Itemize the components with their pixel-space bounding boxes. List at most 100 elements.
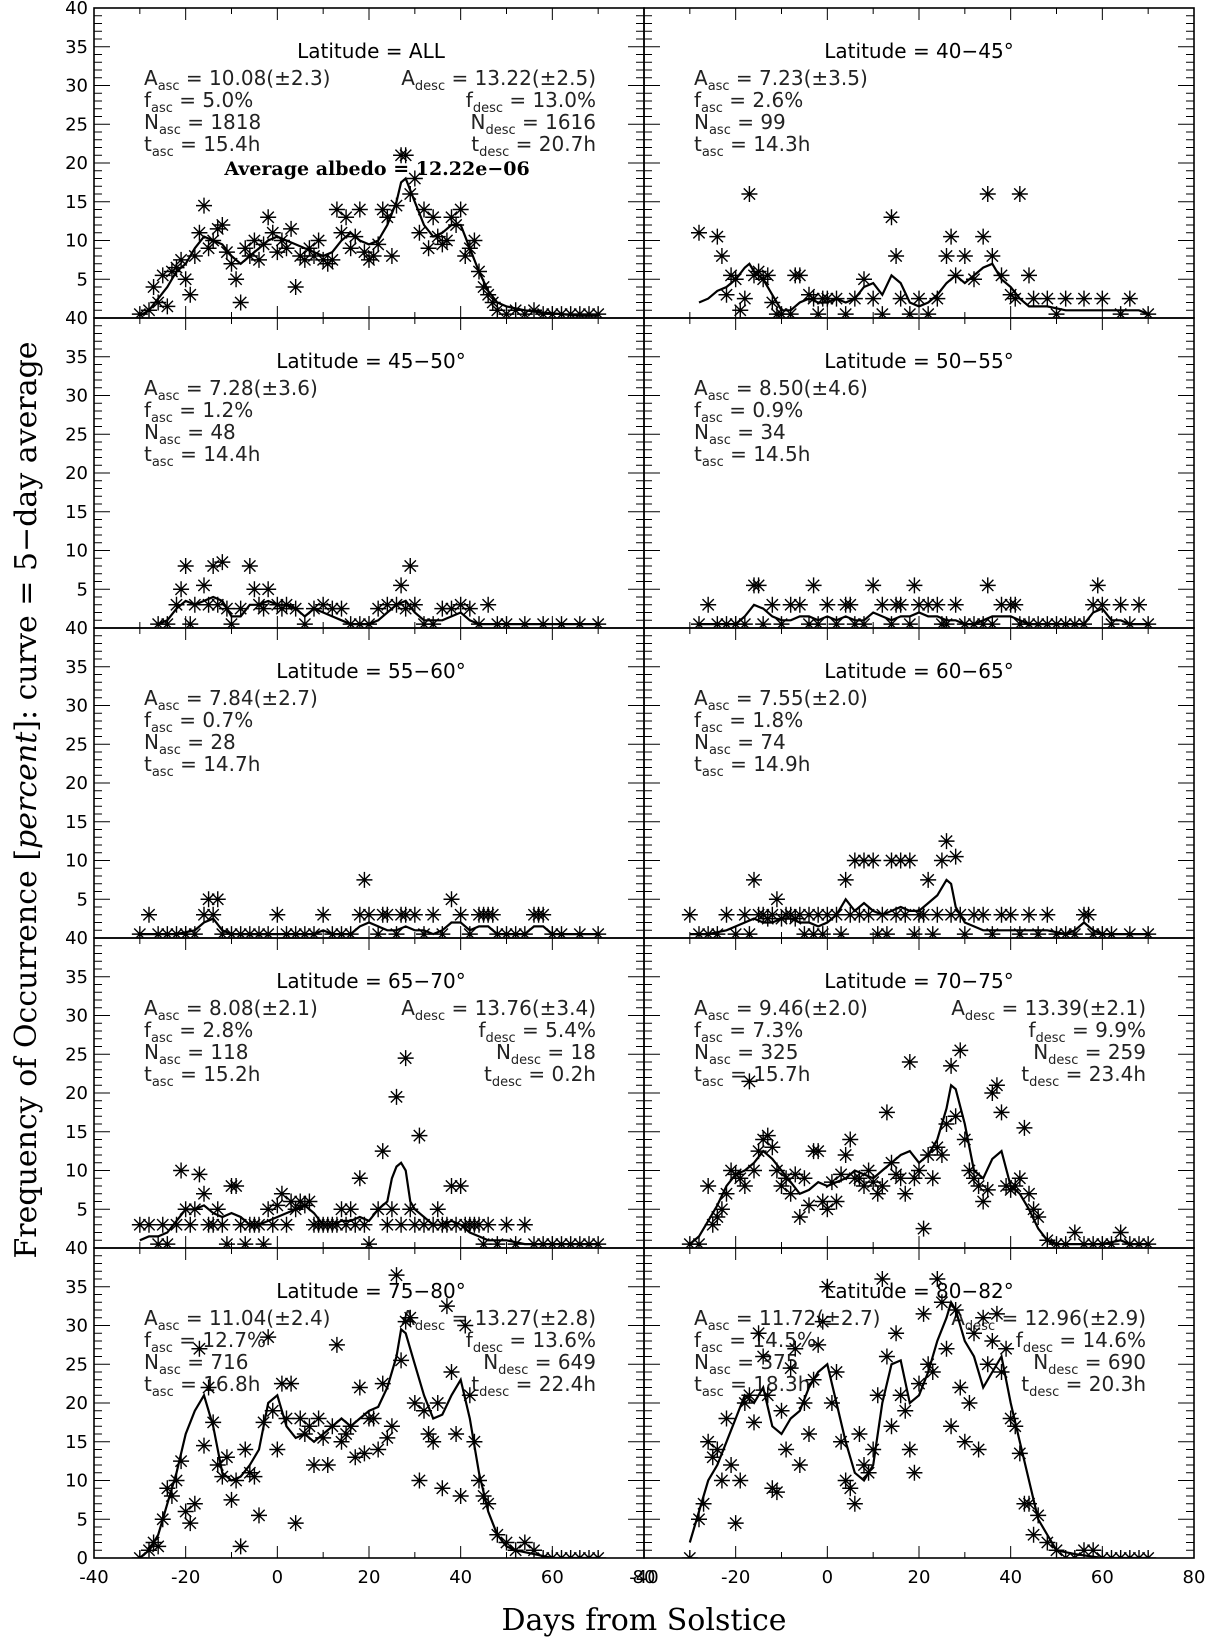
data-point	[782, 1185, 799, 1202]
data-point	[315, 1429, 332, 1446]
data-point	[750, 577, 767, 594]
data-point	[324, 251, 341, 268]
y-tick-label: 20	[65, 1393, 88, 1414]
data-point	[173, 1162, 190, 1179]
data-point	[590, 1236, 607, 1248]
stat-asc-t: tasc = 16.8h	[144, 1372, 260, 1400]
stat-asc-f: fasc = 0.7%	[144, 708, 253, 736]
data-point	[402, 186, 419, 202]
data-point	[484, 906, 501, 923]
data-point	[1030, 926, 1047, 938]
data-point	[878, 926, 895, 938]
data-point	[810, 306, 827, 318]
data-point	[131, 1550, 148, 1558]
stat-asc-A: Aasc = 11.72(±2.7)	[694, 1306, 880, 1334]
data-point	[218, 244, 235, 261]
data-point	[273, 1185, 290, 1202]
data-point	[956, 926, 973, 938]
data-point	[489, 1526, 506, 1543]
data-point	[177, 1201, 194, 1218]
data-point	[892, 290, 909, 307]
data-point	[860, 1162, 877, 1179]
data-point	[402, 1201, 419, 1218]
data-point	[759, 1387, 776, 1404]
data-point	[1021, 616, 1037, 628]
stat-desc-t: tdesc = 23.4h	[1021, 1062, 1146, 1090]
data-point	[1066, 616, 1083, 628]
data-point	[461, 240, 478, 257]
data-point	[498, 616, 515, 628]
data-point	[823, 1395, 840, 1411]
data-point	[553, 1236, 570, 1248]
y-tick-label: 35	[65, 1277, 88, 1298]
data-point	[883, 852, 900, 869]
data-point	[507, 926, 524, 938]
data-point	[1007, 1178, 1024, 1194]
y-tick-label: 15	[65, 1122, 88, 1143]
data-point	[1021, 1495, 1037, 1512]
data-point	[810, 906, 827, 923]
data-point	[700, 1178, 717, 1194]
y-tick-label: 20	[65, 773, 88, 794]
data-point	[516, 1534, 533, 1551]
data-point	[750, 1325, 767, 1342]
data-point	[732, 302, 749, 318]
data-point	[351, 616, 368, 628]
data-point	[562, 1236, 579, 1248]
y-tick-label: 10	[65, 1161, 88, 1182]
data-point	[736, 906, 753, 923]
data-point	[1103, 1236, 1120, 1248]
data-point	[356, 1216, 373, 1233]
data-point	[232, 294, 249, 311]
data-point	[438, 1298, 455, 1315]
stat-desc-A: Adesc = 12.96(±2.9)	[951, 1306, 1146, 1334]
data-point	[361, 906, 377, 923]
data-point	[507, 1236, 524, 1248]
data-point	[833, 1433, 850, 1450]
data-point	[438, 1216, 455, 1233]
data-point	[425, 1216, 442, 1233]
x-tick-label: 60	[541, 1567, 564, 1588]
data-point	[361, 1236, 377, 1248]
data-point	[370, 1441, 387, 1458]
data-point	[287, 1201, 304, 1218]
data-point	[984, 616, 1001, 628]
data-point	[333, 1433, 350, 1450]
data-point	[956, 248, 973, 264]
data-point	[1011, 926, 1028, 938]
data-point	[324, 600, 341, 617]
data-point	[801, 1197, 817, 1214]
stat-asc-A: Aasc = 7.84(±2.7)	[144, 686, 318, 714]
data-point	[374, 1375, 391, 1392]
y-tick-label: 40	[65, 928, 88, 949]
data-point	[333, 224, 350, 241]
data-point	[251, 1216, 267, 1233]
data-point	[177, 1503, 194, 1520]
data-point	[333, 600, 350, 617]
data-point	[860, 1464, 877, 1481]
y-tick-label: 30	[65, 1006, 88, 1027]
stat-asc-f: fasc = 1.8%	[694, 708, 803, 736]
data-point	[273, 1375, 290, 1392]
data-point	[856, 1178, 872, 1194]
data-point	[264, 224, 281, 241]
stat-asc-A: Aasc = 9.46(±2.0)	[694, 996, 868, 1024]
data-point	[581, 306, 597, 318]
data-point	[911, 1162, 927, 1179]
data-point	[498, 1534, 515, 1551]
data-point	[805, 290, 822, 307]
data-point	[283, 220, 300, 237]
stat-asc-A: Aasc = 7.55(±2.0)	[694, 686, 868, 714]
panel-title: Latitude = 60−65°	[824, 659, 1013, 683]
y-tick-label: 0	[77, 1548, 88, 1569]
data-point	[452, 906, 469, 923]
data-point	[232, 926, 249, 938]
data-point	[246, 1468, 263, 1485]
data-point	[947, 267, 964, 284]
y-axis-label: Frequency of Occurrence [percent]: curve…	[9, 341, 44, 1258]
data-point	[1039, 906, 1056, 923]
data-point	[283, 1193, 300, 1210]
data-point	[209, 1457, 226, 1473]
data-point	[425, 616, 442, 628]
data-point	[833, 1166, 850, 1183]
